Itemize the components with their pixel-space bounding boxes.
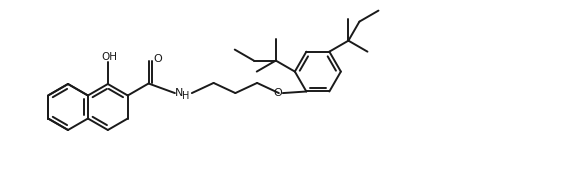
Text: O: O	[274, 88, 282, 98]
Text: OH: OH	[102, 52, 118, 62]
Text: N: N	[175, 88, 183, 98]
Text: H: H	[182, 91, 189, 101]
Text: O: O	[153, 54, 162, 64]
